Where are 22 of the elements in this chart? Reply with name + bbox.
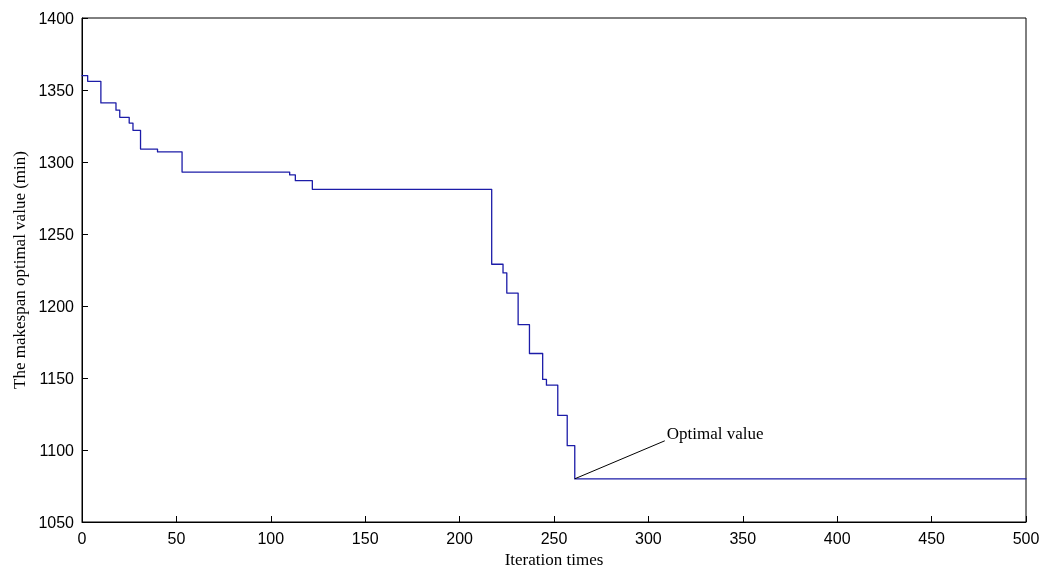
x-tick-label: 400 [823, 529, 851, 547]
y-axis-title: The makespan optimal value (min) [9, 151, 29, 389]
y-tick-label: 1400 [38, 9, 75, 27]
y-tick-label: 1350 [38, 81, 75, 99]
x-tick-label: 450 [918, 529, 946, 547]
x-tick-label: 50 [167, 529, 186, 547]
x-tick-label: 150 [351, 529, 379, 547]
x-tick-label: 500 [1012, 529, 1040, 547]
x-tick-label: 350 [729, 529, 757, 547]
y-tick-label: 1200 [38, 297, 75, 315]
y-tick-label: 1100 [39, 441, 75, 459]
x-tick-label: 250 [540, 529, 568, 547]
y-tick-label: 1150 [39, 369, 75, 387]
x-tick-label: 100 [257, 529, 285, 547]
x-axis-title: Iteration times [504, 549, 604, 569]
annotation: Optimal value [666, 423, 764, 443]
x-tick-label: 300 [635, 529, 662, 547]
x-tick-label: 0 [77, 529, 87, 547]
y-tick-label: 1300 [38, 153, 75, 171]
y-tick-label: 1250 [38, 225, 75, 243]
y-tick-label: 1050 [38, 513, 75, 531]
x-tick-label: 200 [446, 529, 474, 547]
